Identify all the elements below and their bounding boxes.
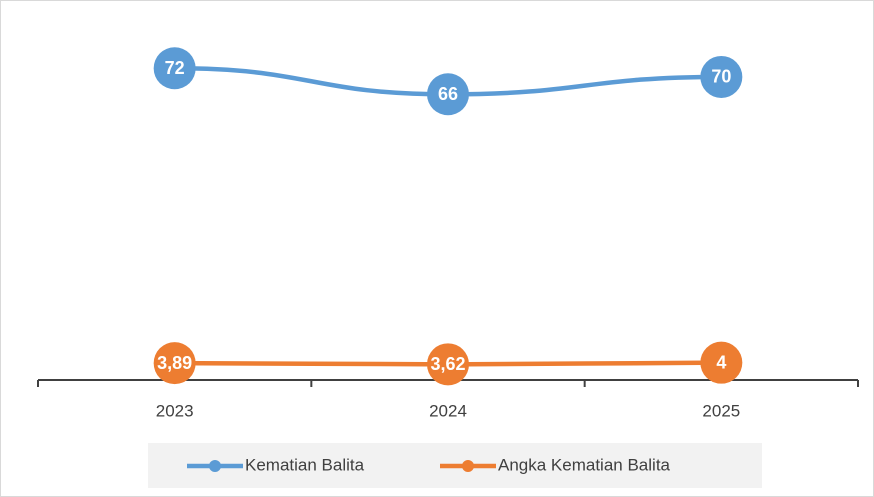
data-label: 3,62	[430, 354, 465, 374]
data-point	[427, 343, 469, 386]
x-tick-label: 2024	[429, 401, 467, 420]
data-label: 66	[438, 84, 458, 104]
data-label: 3,89	[157, 353, 192, 373]
data-label: 70	[711, 67, 731, 87]
data-point	[153, 342, 196, 385]
data-point	[153, 47, 196, 90]
data-point	[700, 55, 743, 98]
data-point	[427, 73, 469, 116]
data-label: 4	[716, 352, 726, 372]
legend-marker	[209, 460, 221, 472]
data-label: 72	[165, 58, 185, 78]
data-point	[700, 341, 743, 384]
legend-marker	[462, 460, 474, 472]
x-tick-label: 2023	[156, 401, 194, 420]
legend-label: Kematian Balita	[245, 455, 365, 474]
legend-label: Angka Kematian Balita	[498, 455, 671, 474]
x-tick-label: 2025	[702, 401, 740, 420]
